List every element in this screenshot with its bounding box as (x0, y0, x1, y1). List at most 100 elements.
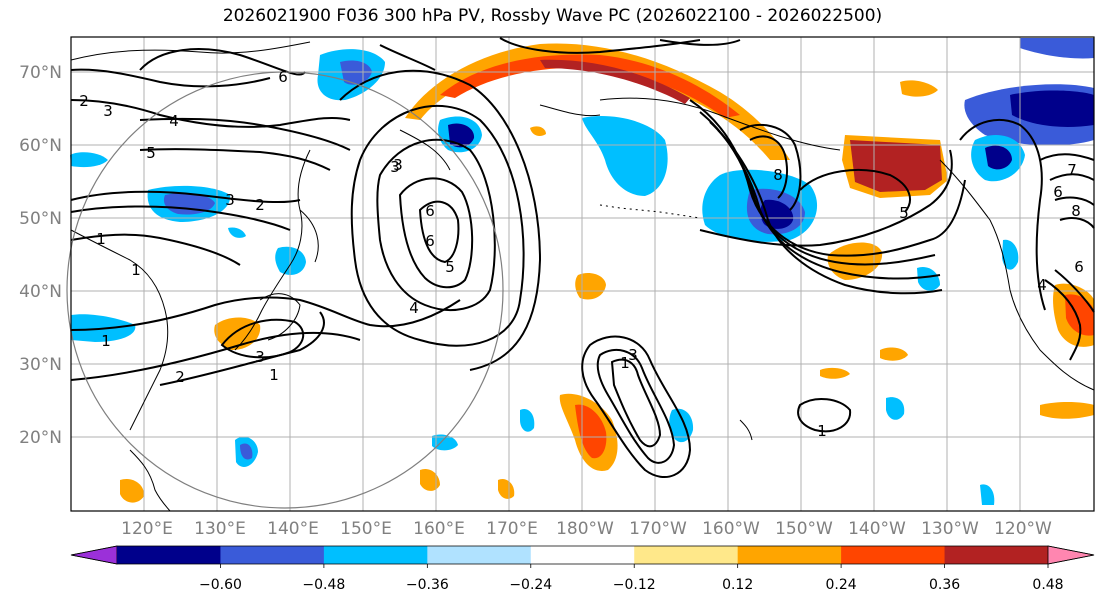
fill-gulf-darkred (850, 140, 942, 192)
fill-orange-small3 (900, 80, 938, 97)
colorbar-extend-min (70, 545, 118, 565)
reference-circle (66, 71, 504, 509)
fill-blue-small9 (228, 227, 246, 238)
colorbar-label: −0.12 (613, 577, 656, 593)
colorbar-label: −0.36 (406, 577, 449, 593)
fill-blue-170w (582, 116, 668, 196)
fill-medblue-west50 (163, 192, 215, 215)
fill-blue-small8 (70, 152, 108, 168)
fill-orange-se (1040, 401, 1094, 419)
contour-label: 1 (131, 261, 141, 279)
lon-label: 170°W (629, 519, 687, 539)
contour-label: 2 (79, 92, 89, 110)
contour-label: 3 (225, 191, 235, 209)
contour-label: 6 (425, 202, 435, 220)
fill-orange-170e-south (420, 468, 440, 491)
lon-label: 130°W (921, 519, 979, 539)
contour-1-170w (581, 335, 692, 479)
contour-2b (70, 205, 291, 231)
contour-label: 1 (817, 422, 827, 440)
contour-ne-7 (1054, 269, 1095, 313)
lon-label: 140°W (848, 519, 906, 539)
contour-label: 3 (255, 348, 265, 366)
contour-ne-2 (1039, 153, 1095, 161)
colorbar-segment (634, 546, 739, 564)
contour-7-ridge (418, 200, 460, 264)
colorbar-label: 0.48 (1032, 577, 1063, 593)
contour-label: 2 (175, 368, 185, 386)
fill-red-arc (440, 54, 740, 118)
colorbar-label: −0.48 (302, 577, 345, 593)
contour-3-japan (220, 318, 305, 359)
lon-label: 120°W (994, 519, 1052, 539)
contour-label: 6 (278, 68, 288, 86)
contour-top-3 (379, 44, 436, 71)
contour-1c (70, 233, 241, 266)
colorbar-label: 0.36 (929, 577, 960, 593)
contour-label: 1 (101, 332, 111, 350)
contour-top-2 (659, 39, 741, 46)
contour-label: 3 (103, 102, 113, 120)
contour-5-ridge (376, 138, 496, 311)
contour-3a (70, 190, 301, 204)
contour-alaska-4 (717, 129, 943, 295)
fill-orange-small5 (530, 126, 546, 136)
lon-label: 160°E (413, 519, 465, 539)
contour-label: 5 (899, 204, 909, 222)
contour-3-170w (610, 358, 662, 448)
contour-alaska-5 (739, 124, 802, 211)
coast-kamchatka (399, 129, 451, 171)
longitude-labels: 120°E 130°E 140°E 150°E 160°E 170°E 180°W 170°W… (121, 519, 1052, 539)
colorbar-segment (427, 546, 532, 564)
contour-6-ridge (398, 177, 474, 289)
colorbar-label: 0.12 (722, 577, 753, 593)
lon-label: 170°E (486, 519, 538, 539)
colorbar-segment (944, 546, 1049, 564)
fill-orange-small (498, 478, 515, 499)
contour-label: 4 (169, 112, 179, 130)
contour-5 (139, 148, 331, 171)
lon-label: 180°W (556, 519, 614, 539)
colorbar-segment (737, 546, 842, 564)
colorbar-segment (220, 546, 325, 564)
colorbar-label: 0.24 (826, 577, 857, 593)
contour-label: 1 (620, 354, 630, 372)
contour-alaska-3 (709, 121, 941, 280)
lat-label: 50°N (19, 209, 62, 229)
coast-siberia-north (70, 41, 311, 61)
fill-orange-145w (827, 242, 883, 280)
coast-japan (259, 293, 301, 341)
contour-ne-6 (1044, 279, 1082, 361)
contour-ne-5 (1059, 217, 1095, 229)
lon-label: 140°E (267, 519, 319, 539)
contour-ne-4 (1054, 196, 1095, 206)
contour-3b (70, 99, 351, 128)
lat-label: 30°N (19, 355, 62, 375)
lat-label: 20°N (19, 428, 62, 448)
contour-label: 3 (393, 156, 403, 174)
contour-ne-1 (959, 119, 1046, 311)
fill-medblue-south (240, 443, 253, 460)
colorbar-extend-max (1047, 545, 1095, 565)
fill-blue-small6 (520, 408, 535, 432)
coast-hawaii (739, 419, 753, 441)
contour-4 (139, 117, 351, 151)
fill-blue-small3 (980, 484, 995, 505)
lat-label: 70°N (19, 63, 62, 83)
contour-4-ridge (350, 104, 525, 347)
colorbar-segment (841, 546, 946, 564)
contour-label: 4 (409, 299, 419, 317)
colorbar-label: −0.24 (509, 577, 552, 593)
contour-alaska-7 (699, 149, 953, 247)
fill-navy-ne2 (985, 145, 1012, 170)
coast-aleutians (599, 204, 701, 219)
colorbar-segment (530, 546, 635, 564)
contour-label: 1 (96, 230, 106, 248)
map-frame (70, 36, 1095, 512)
fill-blue-small7 (432, 434, 458, 451)
map-title: 2026021900 F036 300 hPa PV, Rossby Wave … (222, 6, 883, 26)
fill-blue-japan (275, 246, 306, 275)
fill-red-175w (575, 404, 607, 459)
contour-label: 3 (628, 346, 638, 364)
